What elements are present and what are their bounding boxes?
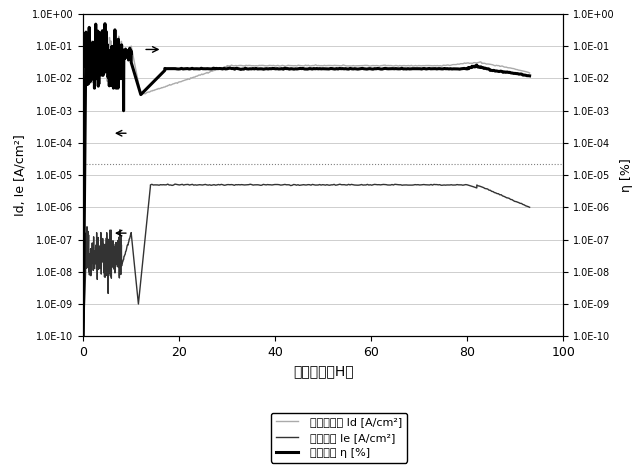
Legend:   素子内電流 Id [A/cm²],   放出電流 Ie [A/cm²],   放出効率 η [%]: 素子内電流 Id [A/cm²], 放出電流 Ie [A/cm²], 放出効率 … (271, 413, 407, 463)
Y-axis label: η [%]: η [%] (620, 158, 633, 192)
Y-axis label: Id, Ie [A/cm²]: Id, Ie [A/cm²] (13, 134, 26, 216)
X-axis label: 通電時間（H）: 通電時間（H） (293, 365, 353, 379)
